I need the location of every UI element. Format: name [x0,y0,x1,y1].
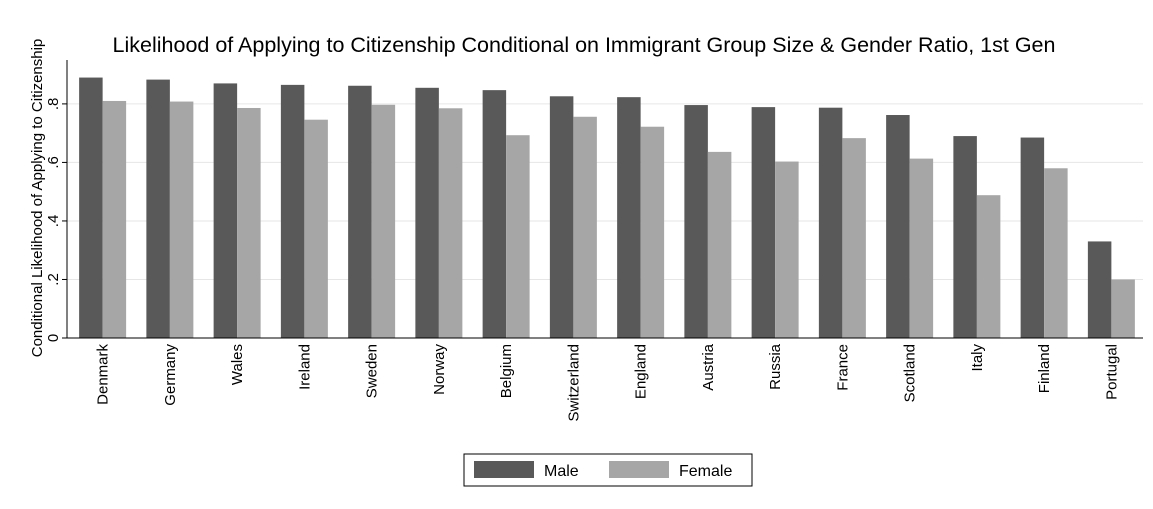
bar-female [371,104,396,338]
x-tick-label: Wales [229,344,246,385]
x-tick-label: France [834,344,851,391]
y-tick-label: .8 [45,98,62,111]
bar-female [976,195,1001,338]
bar-female [640,126,665,338]
bar-male [79,77,103,338]
bar-female [304,119,328,338]
x-tick-label: Russia [767,343,784,390]
bar-female [438,108,463,338]
x-tick-label: Portugal [1103,344,1120,400]
bar-female [573,116,597,338]
x-tick-label: Belgium [498,344,515,398]
bar-male [953,136,977,338]
bar-female [909,158,934,338]
x-tick-label: Italy [969,344,986,372]
legend: Male Female [463,453,753,487]
bar-male [1020,137,1045,338]
x-tick-label: Scotland [902,344,919,402]
x-tick-label: Sweden [364,344,381,398]
y-tick-label: .2 [45,273,62,286]
y-tick-label: 0 [45,334,62,342]
bar-male [818,107,843,338]
bar-male [213,83,238,339]
x-tick-label: Germany [162,344,179,406]
bar-male [684,105,708,338]
bar-female [169,101,194,338]
bar-female [102,100,127,339]
bar-female [506,135,530,338]
bar-male [751,107,776,339]
legend-label-male: Male [544,463,579,480]
bar-female [1044,168,1068,338]
bars [79,77,1135,339]
bar-male [1087,241,1112,338]
x-tick-label: Finland [1036,344,1053,393]
bar-male [146,79,170,338]
bar-male [415,87,439,338]
x-tick-label: Ireland [296,344,313,390]
bar-female [775,161,799,338]
chart-title: Likelihood of Applying to Citizenship Co… [113,33,1056,57]
bar-female [1111,279,1135,338]
x-tick-label: Switzerland [565,344,582,422]
bar-female [707,151,732,338]
y-axis-label: Conditional Likelihood of Applying to Ci… [29,39,46,358]
legend-swatch-female [609,461,669,478]
x-tick-label: Norway [431,344,448,395]
y-tick-label: .6 [45,156,62,169]
axes: 0 .2 .4 .6 .8 Denmark Germany Wales Ireland Swede… [45,60,1143,422]
x-tick-label: Austria [700,343,717,390]
x-tick-label: Denmark [95,344,112,405]
bar-female [842,138,866,338]
bar-male [280,84,305,338]
bar-male [482,90,507,338]
bar-male [549,96,574,338]
bar-female [237,107,261,338]
legend-label-female: Female [679,463,732,480]
x-tick-label: England [633,344,650,399]
bar-male [348,85,372,338]
bar-male [617,97,641,338]
y-tick-label: .4 [45,215,62,228]
legend-swatch-male [474,461,534,478]
bar-male [886,115,910,338]
